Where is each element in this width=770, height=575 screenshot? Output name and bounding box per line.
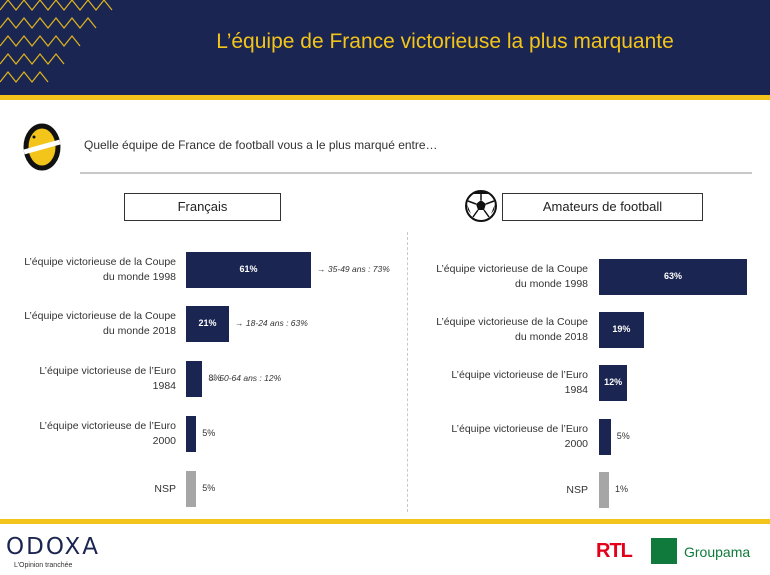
odoxa-o-icon [23,123,61,171]
bar [186,361,203,397]
bar [599,419,611,455]
category-label: L’équipe victorieuse de la Coupe du mond… [436,263,588,290]
bar [599,312,644,348]
bar-value-label: 12% [604,377,623,387]
question-text: Quelle équipe de France de football vous… [84,138,438,152]
question-rule [80,172,752,174]
footer-stripe [0,519,770,524]
category-label: NSP [566,483,588,496]
bar-value-label: 61% [239,264,258,274]
bar [186,306,230,342]
category-label: L’équipe victorieuse de la Coupe du mond… [24,310,176,337]
bar-value-label: 8% [208,373,222,383]
bar-value-label: 19% [612,324,631,334]
bar-value-label: 63% [664,271,683,281]
category-label: L’équipe victorieuse de la Coupe du mond… [436,316,588,343]
header-banner: L’équipe de France victorieuse la plus m… [0,0,770,96]
bar [186,471,197,507]
bar-value-label: 5% [202,483,216,493]
groupama-logo: Groupama [684,544,751,560]
category-label: L’équipe victorieuse de l’Euro 1984 [451,369,588,396]
panel-title-francais: Français [124,193,281,221]
category-label: L’équipe victorieuse de la Coupe du mond… [24,256,176,283]
category-label: L’équipe victorieuse de l’Euro 2000 [451,423,588,450]
football-icon [465,190,497,222]
subgroup-annotation: → 50-64 ans : 12% [208,373,282,383]
bar-value-label: 1% [615,484,629,494]
odoxa-logo: ODOXA [6,534,100,560]
category-label: L’équipe victorieuse de l’Euro 2000 [39,420,176,447]
panel-divider [407,232,408,512]
category-label: NSP [154,482,176,495]
groupama-emblem-icon [651,538,677,564]
bar-value-label: 21% [198,318,217,328]
panel-title-amateurs: Amateurs de football [502,193,703,221]
bar [186,416,197,452]
category-label: L’équipe victorieuse de l’Euro 1984 [39,365,176,392]
bar [186,252,312,288]
subgroup-annotation: → 18-24 ans : 63% [235,318,308,328]
page-title: L’équipe de France victorieuse la plus m… [216,30,674,53]
bar-value-label: 5% [202,428,216,438]
odoxa-tagline: L’Opinion tranchée [14,562,73,569]
bar [599,472,609,508]
header-stripe [0,95,770,100]
bar-value-label: 5% [616,431,630,441]
subgroup-annotation: → 35-49 ans : 73% [317,264,390,274]
bar [599,259,748,295]
bar [599,365,628,401]
rtl-logo: RTL [596,540,633,562]
chevron-pattern-decoration [0,0,113,83]
